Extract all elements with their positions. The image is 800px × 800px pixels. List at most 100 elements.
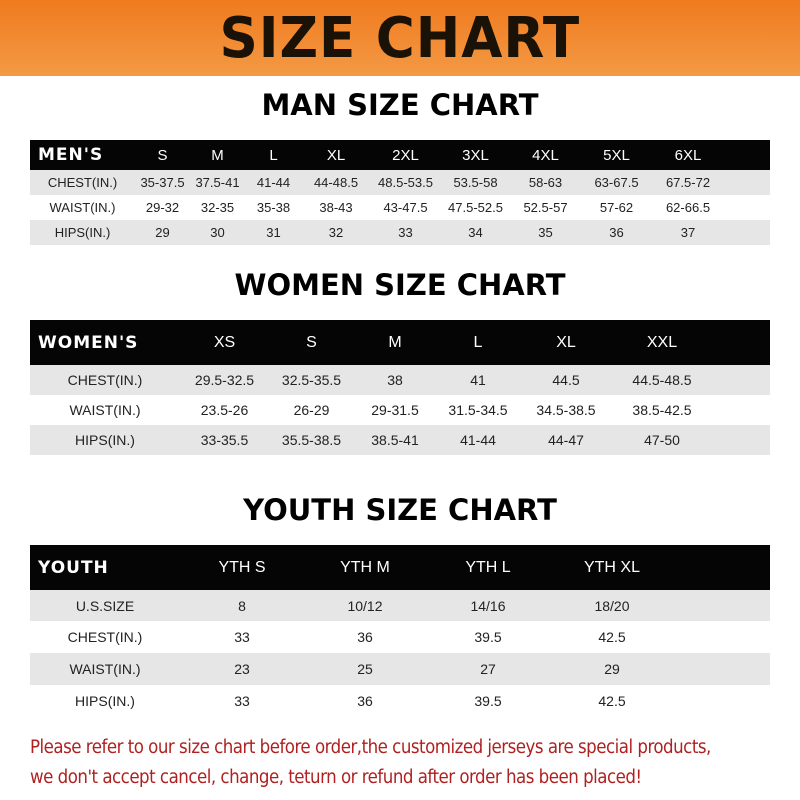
- cell: 25: [357, 661, 373, 677]
- cell: 44.5-48.5: [632, 372, 692, 388]
- cell: 23: [234, 661, 250, 677]
- cell: 33-35.5: [200, 432, 249, 448]
- table-row: U.S.SIZE 8 10/12 14/16 18/20: [30, 590, 770, 621]
- cell: 30: [210, 225, 225, 240]
- row-label: WOMEN'S: [38, 332, 139, 353]
- cell: 44-47: [548, 432, 584, 448]
- cell: S: [306, 333, 317, 351]
- cell: 36: [609, 225, 624, 240]
- cell: 67.5-72: [665, 175, 711, 190]
- cell: S: [157, 146, 168, 164]
- cell: M: [388, 333, 402, 351]
- row-label: WAIST(IN.): [49, 200, 116, 215]
- cell: 39.5: [474, 693, 502, 709]
- women-title: WOMEN SIZE CHART: [234, 268, 566, 302]
- disclaimer-line: Please refer to our size chart before or…: [30, 737, 711, 758]
- cell: 5XL: [603, 146, 630, 164]
- cell: XL: [556, 333, 576, 351]
- row-label: U.S.SIZE: [75, 597, 135, 614]
- table-row: WAIST(IN.) 23.5-26 26-29 29-31.5 31.5-34.5 34…: [30, 395, 770, 425]
- cell: 44-48.5: [313, 175, 359, 190]
- cell: 41: [470, 372, 486, 388]
- men-title: MAN SIZE CHART: [261, 88, 539, 122]
- cell: 29-31.5: [371, 402, 419, 418]
- banner-title: SIZE CHART: [219, 5, 581, 71]
- cell: YTH XL: [583, 558, 640, 576]
- cell: 41-44: [256, 175, 291, 190]
- cell: 47.5-52.5: [448, 200, 503, 215]
- cell: 18/20: [594, 597, 630, 614]
- table-row: CHEST(IN.) 35-37.5 37.5-41 41-44 44-48.5 48.5…: [30, 170, 770, 195]
- cell: 58-63: [528, 175, 563, 190]
- cell: 42.5: [598, 629, 626, 645]
- cell: L: [473, 333, 483, 351]
- row-label: CHEST(IN.): [67, 629, 143, 645]
- cell: 35.5-38.5: [281, 432, 342, 448]
- cell: 32-35: [200, 200, 235, 215]
- cell: XXL: [646, 333, 678, 351]
- cell: 63-67.5: [594, 175, 639, 190]
- table-row: HIPS(IN.) 33 36 39.5 42.5: [30, 685, 770, 717]
- cell: 32: [328, 225, 344, 240]
- row-label: WAIST(IN.): [69, 661, 141, 677]
- youth-title: YOUTH SIZE CHART: [243, 493, 557, 527]
- row-label: CHEST(IN.): [67, 372, 143, 388]
- cell: 34: [468, 225, 483, 240]
- cell: 3XL: [462, 146, 489, 164]
- cell: 33: [234, 693, 250, 709]
- cell: XL: [326, 146, 346, 164]
- table-row: HIPS(IN.) 33-35.5 35.5-38.5 38.5-41 41-44 44-…: [30, 425, 770, 455]
- cell: 35-37.5: [140, 175, 185, 190]
- cell: 37: [680, 225, 696, 240]
- cell: 52.5-57: [523, 200, 568, 215]
- cell: 31: [266, 225, 281, 240]
- cell: XS: [213, 333, 236, 351]
- cell: 14/16: [470, 597, 506, 614]
- banner: SIZE CHART: [0, 0, 800, 76]
- cell: 29-32: [145, 200, 180, 215]
- cell: 33: [234, 629, 250, 645]
- cell: 29: [155, 225, 170, 240]
- row-label: YOUTH: [38, 557, 109, 578]
- men-table: MEN'S S M L XL 2XL 3XL 4XL 5XL 6XL CHEST(IN.) 35-37…: [30, 140, 770, 245]
- table-row: CHEST(IN.) 33 36 39.5 42.5: [30, 621, 770, 653]
- cell: 36: [357, 693, 373, 709]
- cell: 4XL: [532, 146, 559, 164]
- women-table: WOMEN'S XS S M L XL XXL CHEST(IN.) 29.5-32.5 32.5…: [30, 320, 770, 455]
- row-label: MEN'S: [38, 145, 104, 165]
- disclaimer-line: we don't accept cancel, change, teturn o…: [30, 767, 642, 788]
- header-row: WOMEN'S XS S M L XL XXL: [30, 320, 770, 365]
- cell: 62-66.5: [665, 200, 711, 215]
- row-label: HIPS(IN.): [75, 693, 135, 709]
- cell: 38-43: [319, 200, 353, 215]
- cell: 8: [238, 597, 246, 614]
- cell: 23.5-26: [200, 402, 249, 418]
- table-row: HIPS(IN.) 29 30 31 32 33 34 35 36 37: [30, 220, 770, 245]
- row-label: WAIST(IN.): [69, 402, 141, 418]
- row-label: CHEST(IN.): [47, 175, 118, 190]
- cell: 37.5-41: [195, 175, 240, 190]
- cell: 35-38: [256, 200, 291, 215]
- cell: 42.5: [598, 693, 626, 709]
- header-row: YOUTH YTH S YTH M YTH L YTH XL: [30, 545, 770, 590]
- cell: 36: [357, 629, 373, 645]
- cell: 38: [387, 372, 403, 388]
- cell: 41-44: [460, 432, 496, 448]
- cell: 26-29: [293, 402, 330, 418]
- cell: 38.5-42.5: [632, 402, 692, 418]
- cell: 27: [480, 661, 496, 677]
- cell: 34.5-38.5: [536, 402, 596, 418]
- row-label: HIPS(IN.): [54, 225, 111, 240]
- cell: 10/12: [347, 597, 383, 614]
- cell: M: [211, 146, 224, 164]
- cell: 39.5: [474, 629, 502, 645]
- cell: 29: [604, 661, 620, 677]
- cell: 43-47.5: [383, 200, 428, 215]
- cell: 6XL: [674, 146, 702, 164]
- cell: 31.5-34.5: [448, 402, 508, 418]
- cell: YTH M: [340, 558, 390, 576]
- table-row: CHEST(IN.) 29.5-32.5 32.5-35.5 38 41 44.5 44.5…: [30, 365, 770, 395]
- cell: 47-50: [644, 432, 680, 448]
- cell: 53.5-58: [453, 175, 498, 190]
- cell: 44.5: [552, 372, 580, 388]
